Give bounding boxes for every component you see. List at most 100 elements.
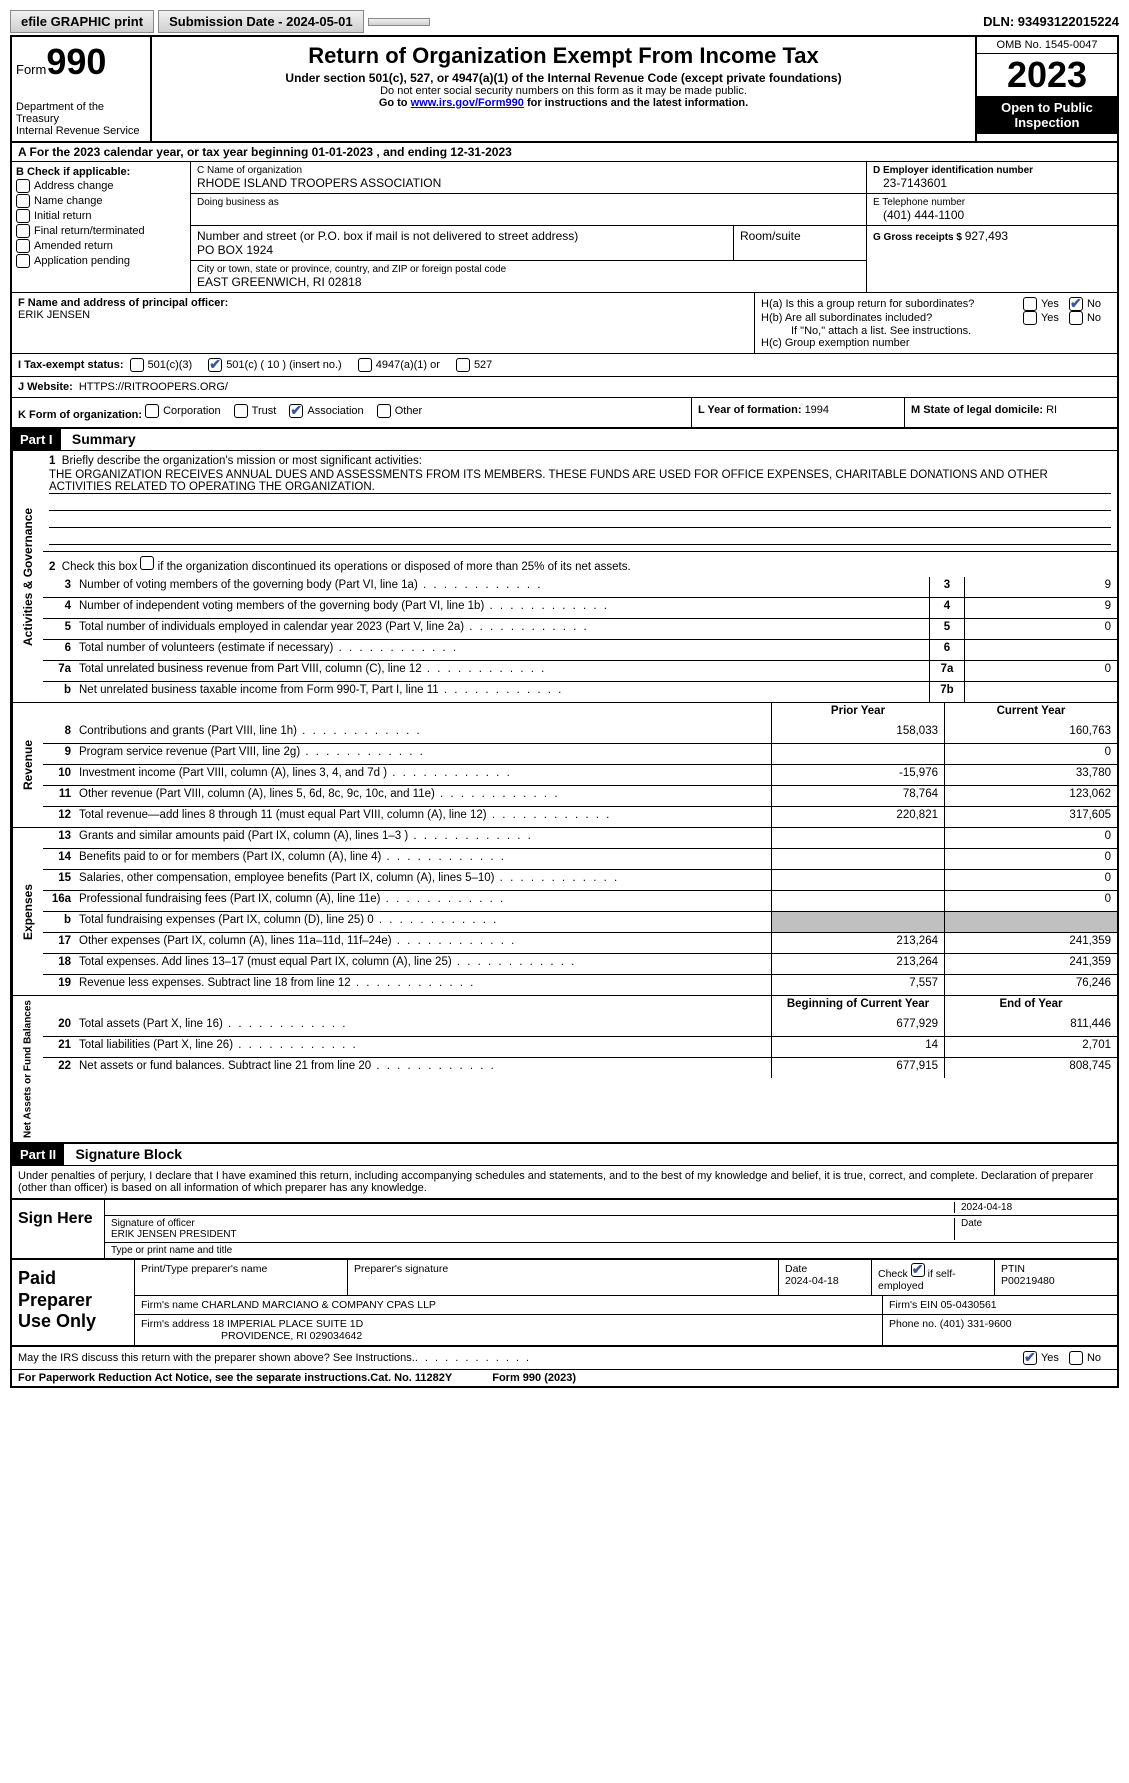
line-9: 9 Program service revenue (Part VIII, li… — [43, 743, 1117, 764]
addr-value: PO BOX 1924 — [197, 243, 727, 257]
line-11: 11 Other revenue (Part VIII, column (A),… — [43, 785, 1117, 806]
hc-label: H(c) Group exemption number — [761, 337, 1111, 349]
line-14: 14 Benefits paid to or for members (Part… — [43, 848, 1117, 869]
cb-final-return[interactable] — [16, 224, 30, 238]
form-subtitle: Under section 501(c), 527, or 4947(a)(1)… — [160, 71, 967, 85]
ssn-note: Do not enter social security numbers on … — [160, 85, 967, 97]
sig-date-label: Date — [954, 1218, 1111, 1240]
sign-here: Sign Here — [12, 1200, 105, 1258]
cb-amended[interactable] — [16, 239, 30, 253]
line-7a: 7a Total unrelated business revenue from… — [43, 660, 1117, 681]
cb-other[interactable] — [377, 404, 391, 418]
ein-value: 23-7143601 — [873, 176, 1111, 190]
gross-label: G Gross receipts $ — [873, 232, 965, 243]
cb-discuss-no[interactable] — [1069, 1351, 1083, 1365]
cb-ha-yes[interactable] — [1023, 297, 1037, 311]
cb-name-change[interactable] — [16, 194, 30, 208]
cb-hb-no[interactable] — [1069, 311, 1083, 325]
goto-prefix: Go to — [379, 97, 411, 109]
firm-phone: (401) 331-9600 — [940, 1318, 1012, 1330]
open-public: Open to Public Inspection — [977, 96, 1117, 134]
ptin-value: P00219480 — [1001, 1275, 1111, 1287]
ein-label: D Employer identification number — [873, 165, 1111, 176]
line-12: 12 Total revenue—add lines 8 through 11 … — [43, 806, 1117, 827]
firm-ein: 05-0430561 — [941, 1299, 997, 1311]
tax-year: 2023 — [977, 54, 1117, 96]
line-17: 17 Other expenses (Part IX, column (A), … — [43, 932, 1117, 953]
city-value: EAST GREENWICH, RI 02818 — [197, 275, 860, 289]
discuss-text: May the IRS discuss this return with the… — [18, 1352, 415, 1364]
cb-address-change[interactable] — [16, 179, 30, 193]
cb-assoc[interactable] — [289, 404, 303, 418]
ha-label: H(a) Is this a group return for subordin… — [761, 298, 1023, 310]
line-8: 8 Contributions and grants (Part VIII, l… — [43, 723, 1117, 743]
cb-hb-yes[interactable] — [1023, 311, 1037, 325]
cb-4947[interactable] — [358, 358, 372, 372]
form-number-box: Form990 Department of the Treasury Inter… — [12, 37, 152, 141]
ptin-label: PTIN — [1001, 1263, 1111, 1275]
line-15: 15 Salaries, other compensation, employe… — [43, 869, 1117, 890]
cb-ha-no[interactable] — [1069, 297, 1083, 311]
line-b: b Net unrelated business taxable income … — [43, 681, 1117, 702]
line-22: 22 Net assets or fund balances. Subtract… — [43, 1057, 1117, 1078]
vtab-net: Net Assets or Fund Balances — [12, 996, 43, 1142]
year-box: OMB No. 1545-0047 2023 Open to Public In… — [975, 37, 1117, 141]
form-footer: Form 990 (2023) — [492, 1372, 576, 1384]
website-label: J Website: — [18, 381, 73, 393]
omb-number: OMB No. 1545-0047 — [977, 37, 1117, 54]
form-label: Form — [16, 62, 46, 77]
cb-trust[interactable] — [234, 404, 248, 418]
room-label: Room/suite — [740, 229, 860, 243]
sig-type-label: Type or print name and title — [111, 1245, 232, 1256]
part-i-title: Summary — [64, 431, 136, 447]
org-name: RHODE ISLAND TROOPERS ASSOCIATION — [197, 176, 860, 190]
cb-discuss-yes[interactable] — [1023, 1351, 1037, 1365]
prep-date-label: Date — [785, 1263, 865, 1275]
row-i: I Tax-exempt status: 501(c)(3) 501(c) ( … — [12, 354, 1117, 377]
submission-button[interactable]: Submission Date - 2024-05-01 — [158, 10, 364, 33]
hb-label: H(b) Are all subordinates included? — [761, 312, 1023, 324]
vtab-expenses: Expenses — [12, 828, 43, 995]
form-org-label: K Form of organization: — [18, 409, 142, 421]
cat-no: Cat. No. 11282Y — [370, 1372, 452, 1384]
cb-corp[interactable] — [145, 404, 159, 418]
row-j: J Website: HTTPS://RITROOPERS.ORG/ — [12, 377, 1117, 398]
cb-discontinued[interactable] — [140, 556, 154, 570]
vtab-revenue: Revenue — [12, 703, 43, 827]
line-18: 18 Total expenses. Add lines 13–17 (must… — [43, 953, 1117, 974]
cb-self-employed[interactable] — [911, 1263, 925, 1277]
box-b-label: B Check if applicable: — [16, 166, 186, 178]
line-19: 19 Revenue less expenses. Subtract line … — [43, 974, 1117, 995]
cb-initial-return[interactable] — [16, 209, 30, 223]
cb-527[interactable] — [456, 358, 470, 372]
dba-label: Doing business as — [197, 197, 860, 208]
firm-phone-label: Phone no. — [889, 1318, 940, 1330]
cb-501c[interactable] — [208, 358, 222, 372]
cb-501c3[interactable] — [130, 358, 144, 372]
irs-link[interactable]: www.irs.gov/Form990 — [411, 97, 524, 109]
phone-value: (401) 444-1100 — [873, 208, 1111, 222]
row-a: A For the 2023 calendar year, or tax yea… — [12, 143, 1117, 162]
sig-officer-label: Signature of officer — [111, 1218, 954, 1229]
perjury-text: Under penalties of perjury, I declare th… — [12, 1166, 1117, 1198]
col-begin: Beginning of Current Year — [771, 996, 944, 1016]
officer-name: ERIK JENSEN — [18, 309, 748, 321]
vtab-governance: Activities & Governance — [12, 451, 43, 702]
hb-note: If "No," attach a list. See instructions… — [761, 325, 1111, 337]
part-i-header: Part I — [12, 429, 61, 450]
efile-button[interactable]: efile GRAPHIC print — [10, 10, 154, 33]
header-title-box: Return of Organization Exempt From Incom… — [152, 37, 975, 141]
line-b: b Total fundraising expenses (Part IX, c… — [43, 911, 1117, 932]
part-ii-title: Signature Block — [67, 1146, 182, 1162]
row-l: L Year of formation: 1994 — [692, 398, 905, 427]
line-4: 4 Number of independent voting members o… — [43, 597, 1117, 618]
cb-app-pending[interactable] — [16, 254, 30, 268]
sig-date: 2024-04-18 — [954, 1202, 1111, 1213]
city-label: City or town, state or province, country… — [197, 264, 860, 275]
line-10: 10 Investment income (Part VIII, column … — [43, 764, 1117, 785]
box-d: D Employer identification number 23-7143… — [867, 162, 1117, 292]
phone-label: E Telephone number — [873, 197, 1111, 208]
line2-text: Check this box — [62, 561, 141, 573]
blank-button[interactable] — [368, 18, 430, 26]
box-f: F Name and address of principal officer:… — [12, 293, 754, 353]
